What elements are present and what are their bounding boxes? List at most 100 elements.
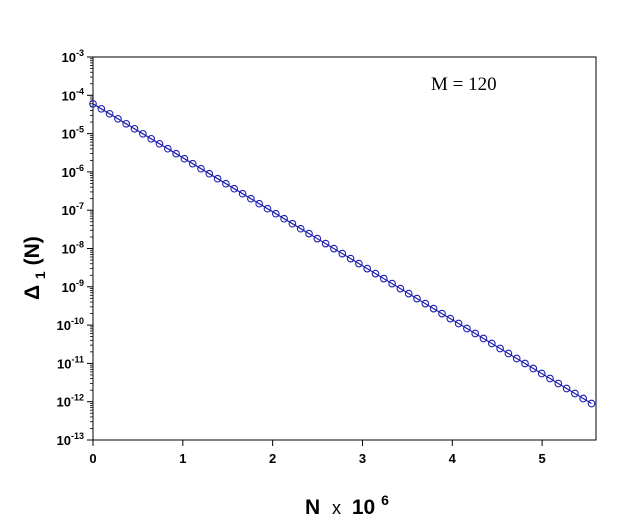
data-point	[554, 379, 563, 388]
data-point	[471, 329, 480, 338]
x-tick-label: 0	[89, 451, 96, 466]
plot-frame	[92, 56, 597, 441]
data-point	[222, 179, 230, 188]
data-point	[288, 219, 297, 228]
data-point	[155, 139, 164, 148]
y-axis-title-subscript: 1	[32, 271, 48, 279]
data-point	[388, 279, 396, 288]
data-point	[379, 274, 388, 283]
x-axis-title-exponent: 6	[381, 492, 389, 508]
data-point	[122, 119, 131, 128]
y-tick-exponent: -6	[76, 163, 84, 173]
y-tick-exponent: -12	[71, 393, 84, 403]
y-tick-base: 10	[57, 433, 71, 448]
annotation-label: M = 120	[431, 74, 497, 95]
series-line	[92, 103, 592, 405]
x-tick-label: 3	[359, 451, 366, 466]
x-axis-title: N x 10 6	[305, 492, 389, 519]
data-point	[197, 164, 205, 173]
data-point	[371, 269, 380, 278]
data-point	[163, 144, 172, 153]
x-tick-label: 5	[538, 451, 545, 466]
y-tick-label: 10-10	[57, 316, 84, 333]
series-layer	[89, 99, 596, 408]
data-point	[105, 109, 114, 118]
data-point	[139, 129, 147, 138]
data-point	[421, 299, 430, 308]
data-point	[230, 184, 239, 193]
data-point	[479, 334, 488, 343]
data-point	[305, 229, 313, 238]
x-axis-title-power-base: 10	[352, 496, 375, 519]
y-axis-title-arg: (N)	[21, 236, 44, 265]
data-point	[487, 339, 496, 348]
y-tick-label: 10-6	[62, 163, 84, 180]
data-point	[130, 124, 139, 133]
y-tick-exponent: -3	[76, 48, 84, 58]
y-tick-base: 10	[62, 242, 76, 257]
x-tick-label: 1	[179, 451, 186, 466]
y-tick-base: 10	[57, 318, 71, 333]
y-tick-exponent: -11	[71, 354, 84, 364]
y-tick-label: 10-12	[57, 393, 84, 410]
data-point	[363, 264, 372, 273]
y-tick-label: 10-13	[57, 431, 84, 448]
y-tick-label: 10-3	[62, 48, 84, 65]
data-point	[546, 374, 554, 383]
y-tick-base: 10	[62, 203, 76, 218]
data-point	[205, 169, 214, 178]
y-tick-base: 10	[57, 356, 71, 371]
y-tick-base: 10	[62, 88, 76, 103]
data-point	[188, 159, 197, 168]
data-point	[255, 199, 264, 208]
y-tick-exponent: -10	[71, 316, 84, 326]
data-point	[571, 389, 579, 398]
data-point	[396, 284, 405, 293]
y-tick-base: 10	[62, 165, 76, 180]
data-point	[321, 239, 330, 248]
data-point	[263, 204, 272, 213]
x-tick-label: 4	[449, 451, 457, 466]
data-point	[330, 244, 338, 253]
data-point	[97, 104, 106, 113]
y-tick-exponent: -13	[71, 431, 84, 441]
x-axis-title-times: x	[332, 498, 341, 518]
y-tick-label: 10-7	[62, 201, 84, 218]
data-point	[521, 359, 529, 368]
data-point	[537, 369, 546, 378]
data-point	[89, 99, 97, 108]
y-tick-base: 10	[62, 50, 76, 65]
data-point	[504, 349, 513, 358]
y-axis: 10-310-410-510-610-710-810-910-1010-1110…	[57, 48, 93, 448]
data-point	[346, 254, 355, 263]
data-point	[213, 174, 222, 183]
y-tick-label: 10-8	[62, 240, 84, 257]
y-tick-base: 10	[62, 280, 76, 295]
data-point	[454, 319, 463, 328]
data-point	[271, 209, 280, 218]
data-point	[238, 189, 247, 198]
y-tick-label: 10-11	[57, 354, 84, 371]
y-tick-label: 10-9	[62, 278, 84, 295]
x-axis: 0 1 2 3 4 5	[89, 440, 546, 466]
data-point	[446, 314, 455, 323]
data-point	[247, 194, 255, 203]
y-axis-title-symbol: Δ	[21, 285, 44, 300]
data-point	[579, 394, 588, 403]
data-point	[355, 259, 363, 268]
data-point	[429, 304, 438, 313]
y-tick-exponent: -4	[76, 86, 84, 96]
data-point	[147, 134, 156, 143]
y-tick-base: 10	[62, 127, 76, 142]
y-tick-exponent: -8	[76, 240, 84, 250]
y-tick-exponent: -7	[76, 201, 84, 211]
data-point	[438, 309, 446, 318]
data-point	[463, 324, 471, 333]
data-point	[496, 344, 504, 353]
data-point	[529, 364, 538, 373]
y-tick-exponent: -9	[76, 278, 84, 288]
x-axis-title-base: N	[305, 496, 320, 519]
y-tick-label: 10-5	[62, 125, 84, 142]
data-point	[114, 114, 122, 123]
